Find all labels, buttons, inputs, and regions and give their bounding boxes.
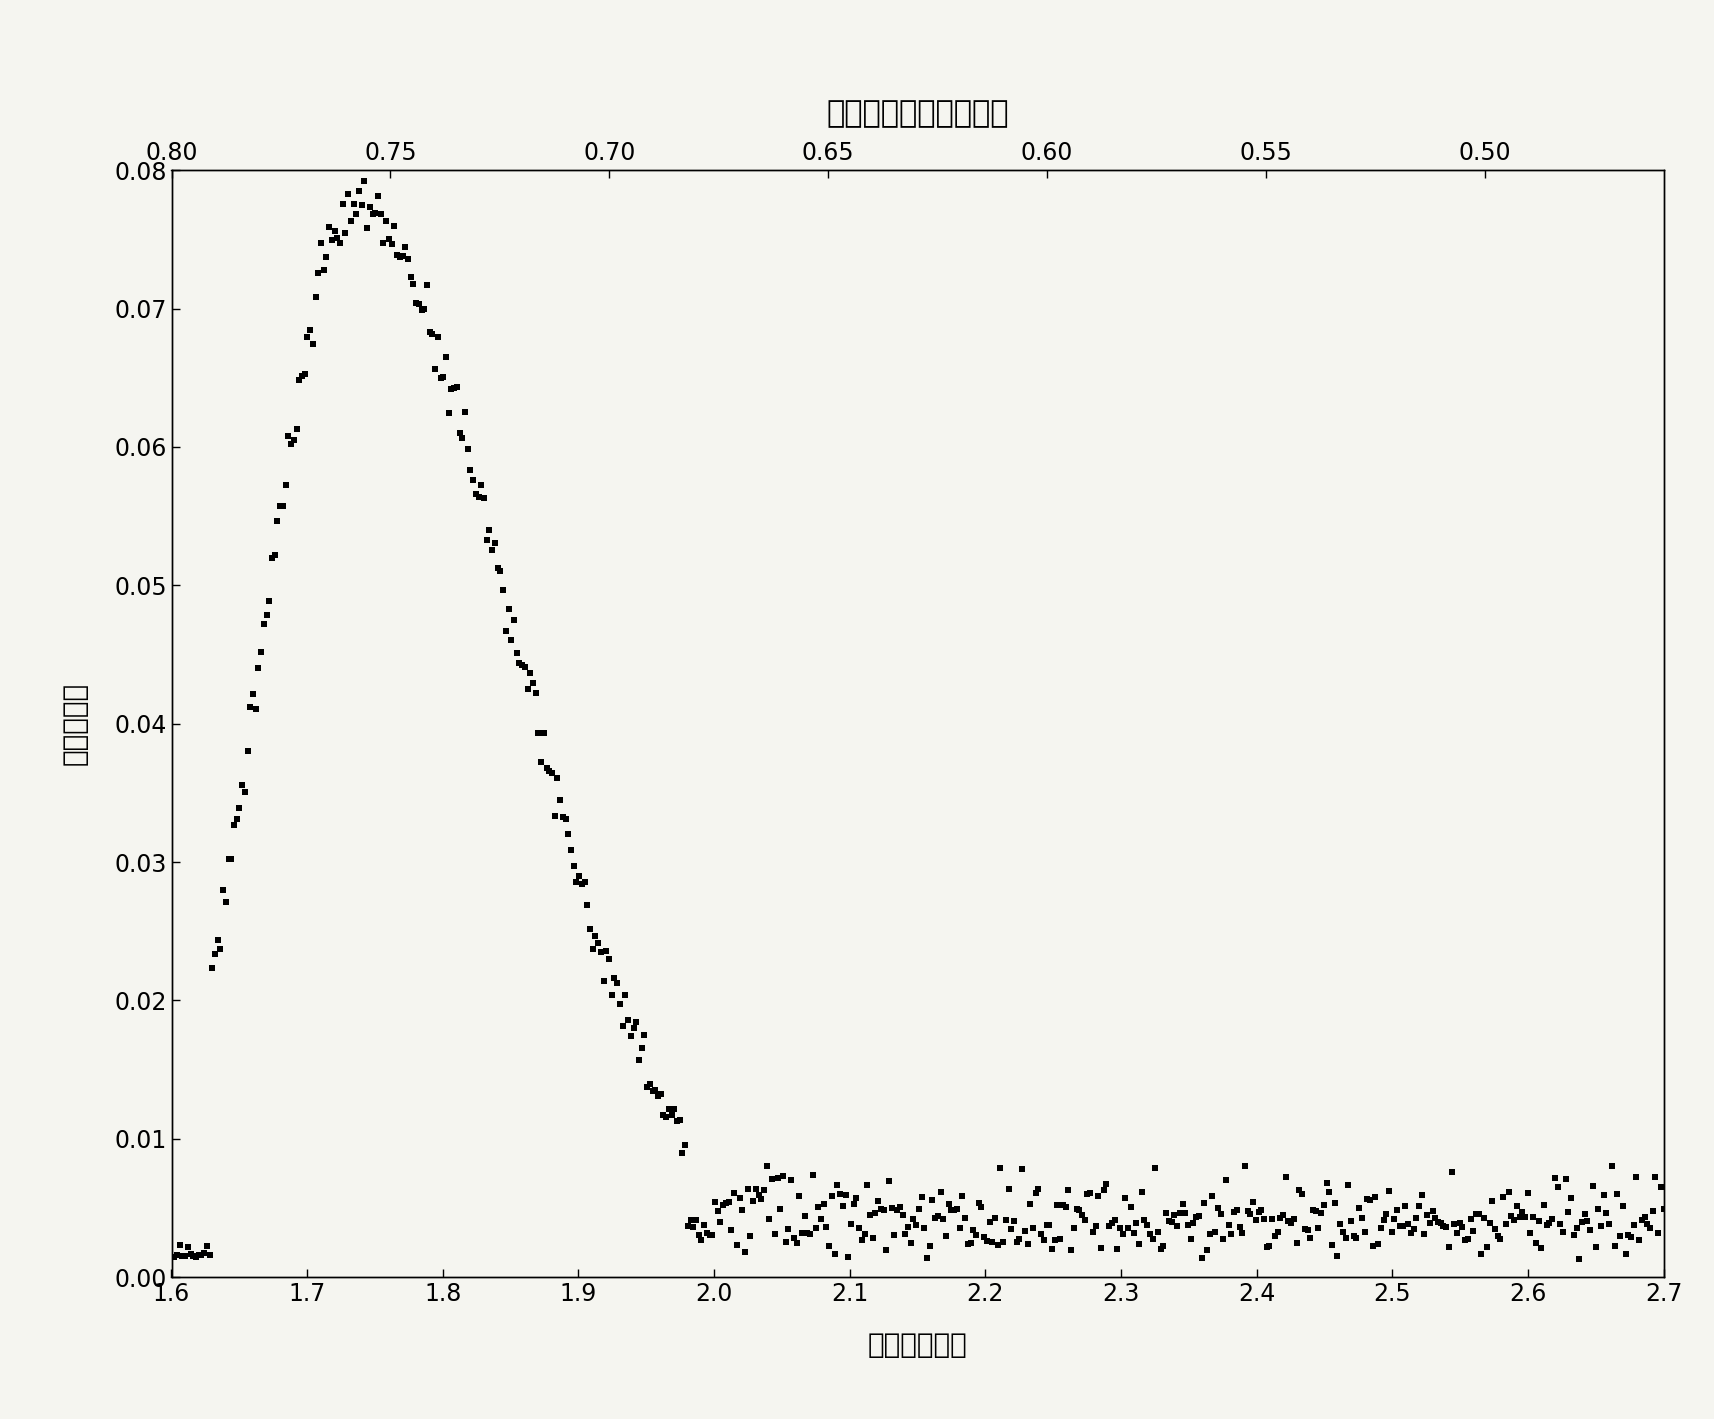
X-axis label: 波长（微米）: 波长（微米）: [867, 1331, 967, 1359]
X-axis label: 禁带宽度（电子伏特）: 禁带宽度（电子伏特）: [826, 99, 1008, 128]
Y-axis label: 归一化强度: 归一化强度: [62, 683, 89, 765]
